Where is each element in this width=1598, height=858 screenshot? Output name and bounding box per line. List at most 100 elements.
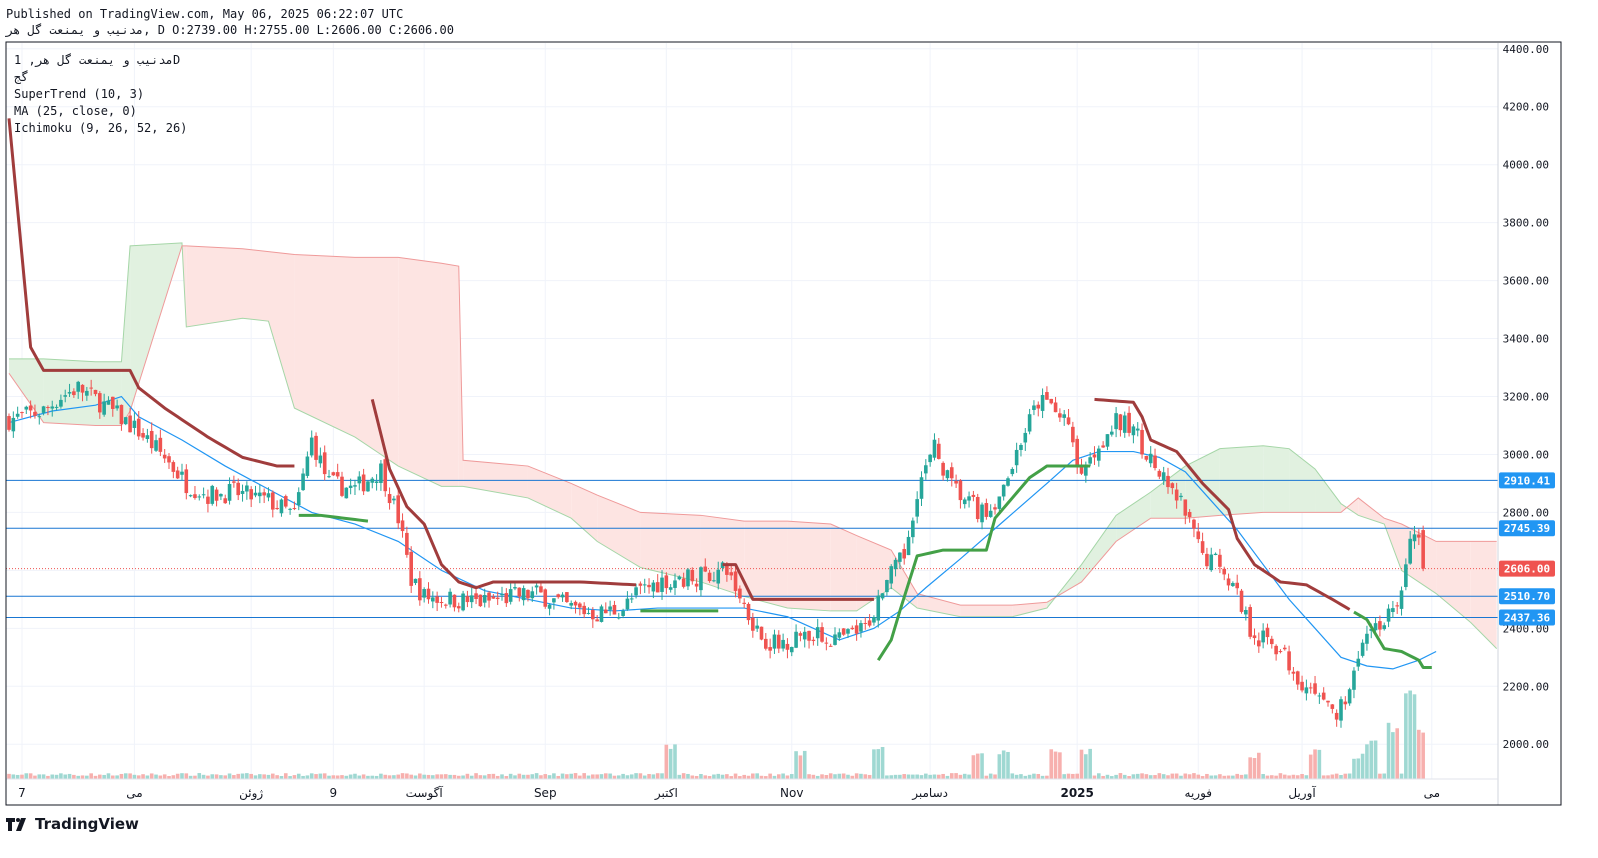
volume-bar [1010,773,1015,779]
candle-body [76,381,80,392]
volume-bar [102,774,106,779]
volume-bar [1049,749,1054,779]
volume-bar [296,773,301,779]
volume-bar [1239,774,1244,779]
volume-bar [1378,773,1382,779]
price-badge [1499,472,1555,489]
candle-body [318,455,323,464]
candle-body [409,551,413,586]
volume-bar [1036,774,1041,779]
volume-bar [110,775,115,779]
volume-bar [893,774,898,779]
candle-body [547,604,552,609]
candle-body [37,416,42,418]
volume-bar [1101,775,1105,779]
volume-bar [1386,722,1391,779]
chart-grid [6,43,1498,779]
volume-bar [1170,773,1175,779]
candle-body [720,562,725,569]
candle-body [1058,413,1062,418]
candle-body [746,603,751,621]
candle-body [283,496,288,507]
volume-bar [322,773,327,779]
price-badge-label: 2437.36 [1504,611,1551,624]
candle-body [1321,692,1326,700]
candle-body [807,630,811,641]
volume-bar [582,773,586,779]
candle-body [180,471,184,475]
candle-body [1174,489,1179,501]
volume-bar [1408,690,1412,779]
volume-bar [1308,754,1313,779]
volume-bar [478,775,483,779]
volume-bar [526,774,530,779]
volume-bar [275,775,279,779]
volume-bar [530,774,535,779]
volume-bar [807,774,811,779]
cloud-segment [186,245,243,327]
volume-bar [1399,773,1404,779]
candle-body [1153,455,1157,469]
candle-body [214,489,219,501]
volume-bar [785,775,790,779]
volume-bar [1300,773,1304,779]
supertrend-up [876,464,1091,662]
volume-bar [24,773,29,779]
candle-body [1019,444,1023,450]
volume-bar [733,773,738,779]
chart-frame [5,41,1562,806]
volume-bar [729,776,734,779]
candle-body [508,589,513,602]
legend-symbol[interactable]: مدنیب و یمنعت گل هر, 1D [14,53,181,67]
tradingview-logo[interactable]: TradingView [6,815,139,833]
volume-bar [1404,693,1408,779]
candle-body [262,492,266,496]
volume-bar [1391,732,1395,779]
volume-bar [751,773,755,779]
volume-bar [370,775,375,779]
volume-bar [755,773,759,779]
candle-body [911,520,915,538]
volume-bar [175,773,180,779]
candle-body [1408,538,1412,564]
candle-body [461,593,465,611]
volume-bar [63,774,68,779]
volume-bar [258,774,262,779]
cloud-segment [917,593,961,617]
volume-bar [426,774,431,779]
volume-bar [686,773,690,779]
price-badge [1499,560,1555,577]
candle-body [651,582,656,592]
volume-bar [543,774,548,779]
volume-bar [331,775,336,779]
volume-bar [876,749,881,779]
legend-ma[interactable]: MA (25, close, 0) [14,104,137,118]
volume-bar [867,774,872,779]
candle-body [504,593,509,604]
candle-body [578,603,582,608]
candle-body [1066,417,1071,425]
legend-ichimoku[interactable]: Ichimoku (9, 26, 52, 26) [14,121,188,135]
y-tick-label: 3800.00 [1503,217,1549,230]
volume-bar [837,773,842,779]
cloud-segment [597,495,641,568]
candle-body [1278,651,1283,653]
cloud-segment [95,361,122,426]
supertrend-down [722,563,874,601]
cloud-segment [1012,602,1047,617]
volume-bar [28,773,33,779]
cloud-segment [1340,497,1359,516]
volume-bar [1287,775,1291,779]
candle-body [699,567,703,591]
cloud-segment [294,254,355,438]
volume-bar [967,774,971,779]
volume-bar [1343,773,1348,779]
candle-body [941,462,945,476]
y-tick-label: 4200.00 [1503,101,1549,114]
volume-bars [7,690,1425,779]
candle-body [227,484,232,501]
candle-body [223,498,228,504]
cloud-segment [1470,541,1497,649]
legend-supertrend[interactable]: SuperTrend (10, 3) [14,87,145,101]
